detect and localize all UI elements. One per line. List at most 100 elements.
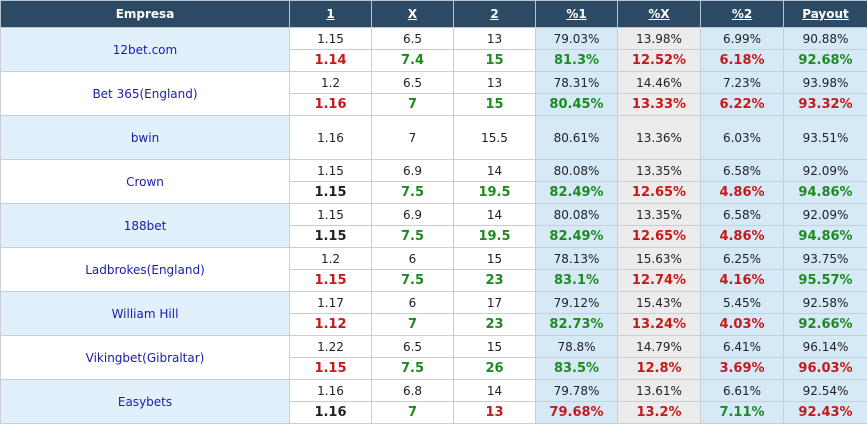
opening-payout-cell: 92.09% [784,204,867,226]
current-away-pct-cell: 7.11% [701,402,784,424]
current-payout-cell: 92.43% [784,402,867,424]
opening-away-pct-cell: 6.58% [701,204,784,226]
current-draw-pct-cell: 13.2% [618,402,701,424]
current-draw-pct-cell: 12.65% [618,182,701,204]
header-row: Empresa 1 X 2 %1 %X %2 Payout [1,1,867,28]
opening-home-odds-cell: 1.22 [290,336,372,358]
current-home-pct-cell: 79.68% [536,402,618,424]
sort-payout-header[interactable]: Payout [784,1,867,28]
sort-home-odds-header[interactable]: 1 [290,1,372,28]
current-home-odds-cell: 1.15 [290,182,372,204]
current-home-pct-cell: 80.45% [536,94,618,116]
bookmaker-link[interactable]: Vikingbet(Gibraltar) [1,336,290,380]
opening-draw-pct-cell: 13.35% [618,204,701,226]
sort-away-pct-header[interactable]: %2 [701,1,784,28]
opening-away-odds-cell: 13 [454,72,536,94]
bookmaker-link[interactable]: 188bet [1,204,290,248]
current-draw-pct-cell: 12.65% [618,226,701,248]
current-away-odds-cell: 23 [454,270,536,292]
opening-payout-cell: 90.88% [784,28,867,50]
opening-draw-odds-cell: 6 [372,248,454,270]
current-away-odds-cell: 15 [454,94,536,116]
sort-away-odds-header[interactable]: 2 [454,1,536,28]
current-home-pct-cell: 83.1% [536,270,618,292]
opening-away-pct-cell: 6.25% [701,248,784,270]
current-away-odds-cell: 26 [454,358,536,380]
current-away-odds-cell: 13 [454,402,536,424]
bookmaker-link[interactable]: Bet 365(England) [1,72,290,116]
opening-away-pct-cell: 5.45% [701,292,784,314]
current-home-odds-cell: 1.16 [290,94,372,116]
opening-draw-odds-cell: 6.5 [372,72,454,94]
opening-draw-odds-cell: 6.5 [372,28,454,50]
opening-payout-cell: 93.51% [784,116,867,160]
current-payout-cell: 92.66% [784,314,867,336]
current-away-pct-cell: 6.22% [701,94,784,116]
opening-draw-pct-cell: 15.63% [618,248,701,270]
opening-home-pct-cell: 79.12% [536,292,618,314]
current-away-pct-cell: 4.86% [701,182,784,204]
current-home-pct-cell: 83.5% [536,358,618,380]
current-payout-cell: 96.03% [784,358,867,380]
opening-away-pct-cell: 6.41% [701,336,784,358]
bookmaker-link[interactable]: 12bet.com [1,28,290,72]
opening-draw-odds-cell: 7 [372,116,454,160]
opening-away-odds-cell: 14 [454,204,536,226]
opening-away-odds-cell: 13 [454,28,536,50]
opening-home-pct-cell: 78.8% [536,336,618,358]
current-away-pct-cell: 3.69% [701,358,784,380]
bookmaker-link[interactable]: William Hill [1,292,290,336]
sort-home-pct-header[interactable]: %1 [536,1,618,28]
current-away-pct-cell: 6.18% [701,50,784,72]
opening-away-pct-cell: 6.99% [701,28,784,50]
sort-draw-odds-header[interactable]: X [372,1,454,28]
current-payout-cell: 94.86% [784,226,867,248]
current-draw-odds-cell: 7 [372,314,454,336]
opening-draw-pct-cell: 13.98% [618,28,701,50]
bookmaker-header: Empresa [1,1,290,28]
opening-away-pct-cell: 6.61% [701,380,784,402]
current-payout-cell: 93.32% [784,94,867,116]
bookmaker-link[interactable]: Easybets [1,380,290,424]
opening-home-odds-cell: 1.2 [290,72,372,94]
opening-home-pct-cell: 79.78% [536,380,618,402]
current-draw-pct-cell: 12.74% [618,270,701,292]
current-payout-cell: 95.57% [784,270,867,292]
opening-home-odds-cell: 1.15 [290,28,372,50]
opening-draw-pct-cell: 14.79% [618,336,701,358]
opening-draw-pct-cell: 13.36% [618,116,701,160]
current-draw-pct-cell: 13.33% [618,94,701,116]
opening-draw-pct-cell: 13.35% [618,160,701,182]
current-draw-odds-cell: 7.5 [372,270,454,292]
current-home-pct-cell: 81.3% [536,50,618,72]
opening-away-odds-cell: 15 [454,248,536,270]
current-away-odds-cell: 19.5 [454,226,536,248]
opening-home-pct-cell: 80.08% [536,160,618,182]
bookmaker-link[interactable]: Ladbrokes(England) [1,248,290,292]
bookmaker-link[interactable]: bwin [1,116,290,160]
opening-home-odds-cell: 1.16 [290,380,372,402]
opening-draw-odds-cell: 6 [372,292,454,314]
opening-payout-cell: 92.09% [784,160,867,182]
opening-draw-odds-cell: 6.5 [372,336,454,358]
opening-home-pct-cell: 80.08% [536,204,618,226]
opening-away-odds-cell: 17 [454,292,536,314]
current-draw-odds-cell: 7.5 [372,226,454,248]
opening-draw-odds-cell: 6.9 [372,160,454,182]
sort-draw-pct-header[interactable]: %X [618,1,701,28]
current-draw-odds-cell: 7 [372,94,454,116]
current-away-pct-cell: 4.03% [701,314,784,336]
opening-home-pct-cell: 80.61% [536,116,618,160]
bookmaker-link[interactable]: Crown [1,160,290,204]
current-draw-odds-cell: 7.4 [372,50,454,72]
current-home-pct-cell: 82.49% [536,182,618,204]
current-draw-pct-cell: 12.8% [618,358,701,380]
current-home-odds-cell: 1.15 [290,358,372,380]
opening-draw-odds-cell: 6.8 [372,380,454,402]
